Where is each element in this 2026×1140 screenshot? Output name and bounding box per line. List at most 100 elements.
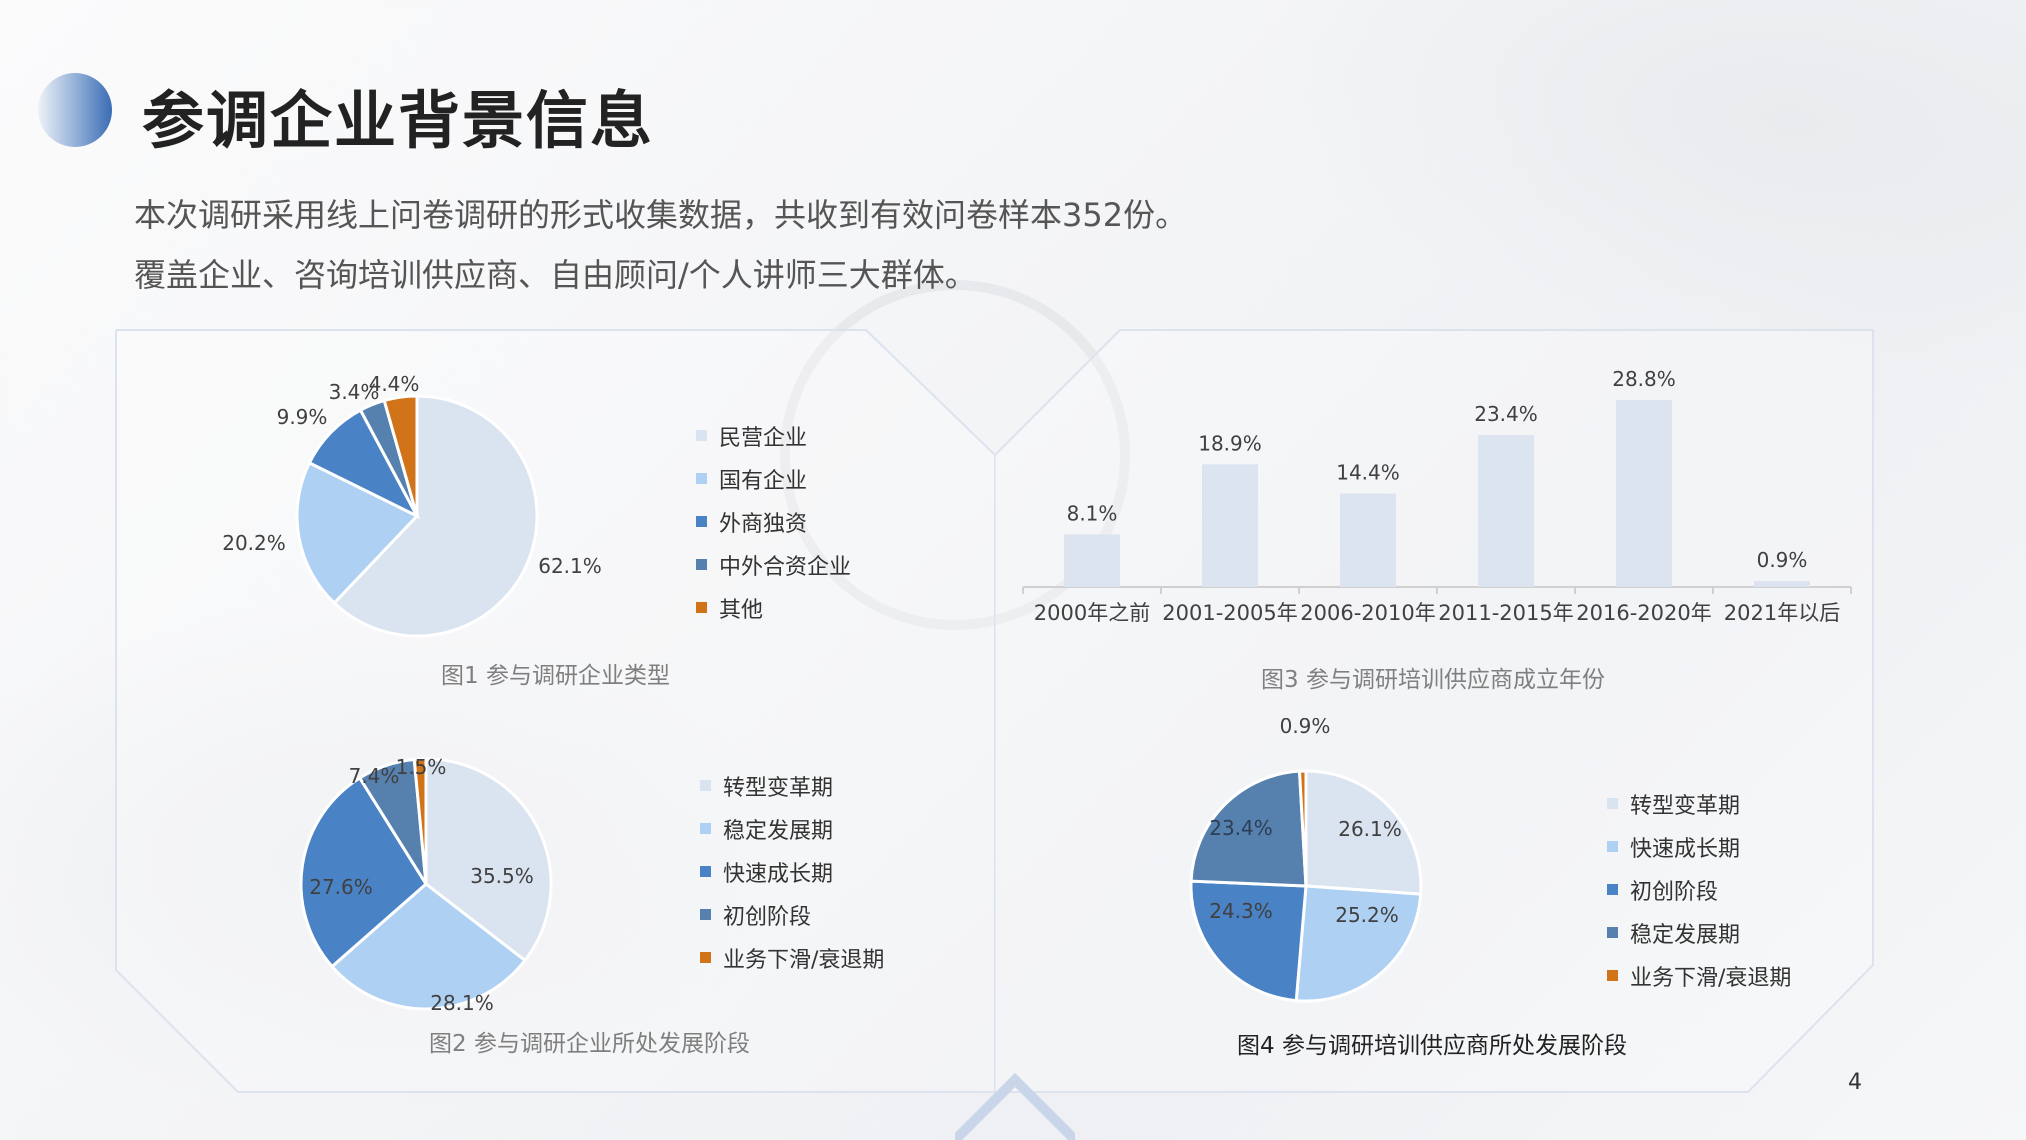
chart4-legend-label-1: 快速成长期 <box>1630 836 1741 862</box>
chart4-data-label-0: 26.1% <box>1338 817 1402 841</box>
subtitle-line-1: 本次调研采用线上问卷调研的形式收集数据，共收到有效问卷样本352份。 <box>134 196 1188 234</box>
chart2-legend-swatch-4 <box>700 952 711 963</box>
chart4-legend-swatch-0 <box>1607 798 1618 809</box>
chart3-bar-svg: 8.1% 2000年之前 18.9% 2001-2005年 14.4% 2006-2010… <box>1022 367 1852 625</box>
chart2-caption: 图2 参与调研企业所处发展阶段 <box>429 1031 750 1057</box>
chart1-legend-item-3: 中外合资企业 <box>696 543 851 586</box>
chart2-legend-swatch-1 <box>700 823 711 834</box>
chart1-legend-swatch-2 <box>696 516 707 527</box>
chart4-legend-swatch-4 <box>1607 970 1618 981</box>
chart3-tick-label-5: 2021年以后 <box>1724 601 1840 625</box>
chart2-legend-label-2: 快速成长期 <box>723 861 834 887</box>
chart1-slice-4 <box>382 394 419 517</box>
chart3-bar-1 <box>1202 464 1258 587</box>
chart4-data-label-4: 0.9% <box>1280 718 1331 738</box>
chart3-data-label-4: 28.8% <box>1612 367 1676 391</box>
chart1-legend: 民营企业国有企业外商独资中外合资企业 其他 <box>696 414 851 629</box>
chart1-data-label-4: 4.4% <box>369 372 420 396</box>
chart2-slice-1 <box>329 882 528 1011</box>
chart1-pie-svg: 62.1% 20.2% 9.9%3.4%4.4% <box>222 372 602 638</box>
chart4-data-label-1: 25.2% <box>1335 903 1399 927</box>
chart2-legend-item-0: 转型变革期 <box>700 764 884 807</box>
chart1-legend-swatch-3 <box>696 559 707 570</box>
chart2-legend-swatch-0 <box>700 780 711 791</box>
chart2-legend: 转型变革期稳定发展期快速成长期初创阶段业务下滑/衰退期 <box>700 764 884 979</box>
chart2-legend-item-1: 稳定发展期 <box>700 807 884 850</box>
chart1-data-label-1: 20.2% <box>222 531 286 555</box>
chart4-legend-item-2: 初创阶段 <box>1607 868 1791 911</box>
chart1-legend-item-4: 其他 <box>696 586 851 629</box>
chart4-legend-item-1: 快速成长期 <box>1607 825 1791 868</box>
chart1-legend-label-3: 中外合资企业 <box>719 554 852 580</box>
title-bullet-circle <box>38 73 112 147</box>
chart3-data-label-3: 23.4% <box>1474 402 1538 426</box>
chart2-data-label-1: 28.1% <box>430 991 494 1015</box>
chart2-legend-label-4: 业务下滑/衰退期 <box>723 947 885 973</box>
chart1-caption: 图1 参与调研企业类型 <box>441 663 670 689</box>
chart2-legend-swatch-3 <box>700 909 711 920</box>
chart4-legend-label-3: 稳定发展期 <box>1630 922 1741 948</box>
chart4-legend-item-4: 业务下滑/衰退期 <box>1607 954 1791 997</box>
chart2-data-label-3: 7.4% <box>349 764 400 788</box>
chart4-slice-2 <box>1189 879 1308 1003</box>
chart4-legend-label-0: 转型变革期 <box>1630 793 1741 819</box>
chart4-data-label-2: 24.3% <box>1209 899 1273 923</box>
chart4-slice-0 <box>1304 769 1423 896</box>
chart3-tick-label-3: 2011-2015年 <box>1438 601 1573 625</box>
chart3-tick-label-0: 2000年之前 <box>1034 601 1150 625</box>
chart3-data-label-2: 14.4% <box>1336 461 1400 485</box>
chart1-legend-label-0: 民营企业 <box>719 425 808 451</box>
chart4-slice-3 <box>1189 769 1308 888</box>
chart2-slice-0 <box>424 757 553 963</box>
chart4-legend: 转型变革期快速成长期初创阶段稳定发展期业务下滑/衰退期 <box>1607 782 1791 997</box>
chart2-data-label-0: 35.5% <box>470 864 534 888</box>
chart4-legend-label-4: 业务下滑/衰退期 <box>1630 965 1792 991</box>
chart2-data-label-2: 27.6% <box>309 875 373 899</box>
right-chart-panel: 8.1% 2000年之前 18.9% 2001-2005年 14.4% 2006-2010… <box>995 328 1873 1093</box>
chart4-data-label-3: 23.4% <box>1209 816 1273 840</box>
page-title: 参调企业背景信息 <box>142 84 655 157</box>
left-chart-panel: 62.1% 20.2% 9.9% 3.4% 4.4% 民营企业 国有企业 外商独资 中外合资企… <box>116 328 995 1093</box>
chart3-tick-label-1: 2001-2005年 <box>1162 601 1297 625</box>
chart1-legend-swatch-1 <box>696 473 707 484</box>
chart3-data-label-0: 8.1% <box>1067 501 1118 525</box>
decorative-triangle <box>955 1072 1075 1140</box>
chart3-data-label-1: 18.9% <box>1198 431 1262 455</box>
chart2-legend-item-2: 快速成长期 <box>700 850 884 893</box>
chart1-data-label-0: 62.1% <box>538 554 602 578</box>
chart1-legend-swatch-0 <box>696 430 707 441</box>
chart3-bar-2 <box>1340 493 1396 587</box>
chart1-legend-item-0: 民营企业 <box>696 414 851 457</box>
chart1-slice-0 <box>332 394 539 638</box>
chart1-legend-item-2: 外商独资 <box>696 500 851 543</box>
chart2-pie-svg: 35.5% 28.1% 27.6% 7.4%1.5% <box>299 755 553 1015</box>
chart4-legend-label-2: 初创阶段 <box>1630 879 1719 905</box>
chart4-legend-swatch-3 <box>1607 927 1618 938</box>
chart2-slice-2 <box>299 775 428 969</box>
chart1-slice-1 <box>295 460 420 606</box>
chart2-legend-swatch-2 <box>700 866 711 877</box>
chart4-legend-swatch-1 <box>1607 841 1618 852</box>
chart1-data-label-2: 9.9% <box>277 405 328 429</box>
chart4-slice-1 <box>1294 884 1423 1003</box>
chart1-legend-label-4: 其他 <box>719 597 764 623</box>
chart3-bar-0 <box>1064 534 1120 587</box>
chart4-caption: 图4 参与调研培训供应商所处发展阶段 <box>1237 1033 1627 1059</box>
chart4-legend-swatch-2 <box>1607 884 1618 895</box>
chart4-legend-item-0: 转型变革期 <box>1607 782 1791 825</box>
chart3-tick-label-4: 2016-2020年 <box>1576 601 1711 625</box>
chart2-data-label-4: 1.5% <box>396 755 447 779</box>
chart1-legend-label-1: 国有企业 <box>719 468 808 494</box>
chart1-legend-label-2: 外商独资 <box>719 511 808 537</box>
chart3-bar-3 <box>1478 435 1534 587</box>
chart2-legend-item-4: 业务下滑/衰退期 <box>700 936 884 979</box>
chart3-tick-label-2: 2006-2010年 <box>1300 601 1435 625</box>
chart4-slice-4 <box>1297 769 1308 887</box>
chart3-bar-4 <box>1616 400 1672 587</box>
chart3-caption: 图3 参与调研培训供应商成立年份 <box>1261 667 1605 693</box>
chart3-data-label-5: 0.9% <box>1757 548 1808 572</box>
chart2-legend-label-0: 转型变革期 <box>723 775 834 801</box>
subtitle-line-2: 覆盖企业、咨询培训供应商、自由顾问/个人讲师三大群体。 <box>134 256 977 294</box>
chart2-legend-label-3: 初创阶段 <box>723 904 812 930</box>
chart2-legend-item-3: 初创阶段 <box>700 893 884 936</box>
